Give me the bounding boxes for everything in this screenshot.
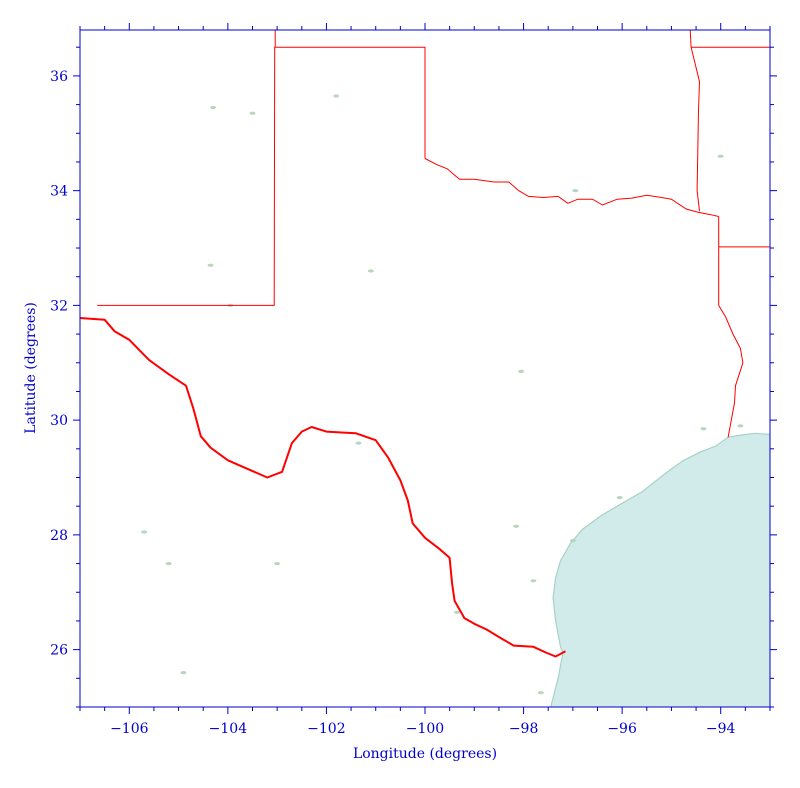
axis-ticks [73, 23, 777, 714]
x-tick-label: −94 [706, 721, 736, 737]
lake [569, 539, 576, 543]
lake [537, 691, 544, 695]
y-tick-label: 36 [50, 69, 68, 85]
lake [518, 369, 525, 373]
x-tick-label: −98 [509, 721, 539, 737]
x-tick-label: −104 [209, 721, 248, 737]
y-tick-label: 30 [50, 413, 68, 429]
x-tick-label: −102 [307, 721, 345, 737]
state-border [718, 216, 770, 248]
lake [141, 530, 148, 534]
y-tick-label: 32 [50, 298, 68, 314]
international-border [80, 317, 566, 658]
lake [572, 189, 579, 193]
lake [513, 524, 520, 528]
x-axis-title: Longitude (degrees) [353, 746, 497, 762]
lake [737, 424, 744, 428]
gulf-of-mexico [550, 433, 770, 707]
y-tick-label: 34 [50, 184, 68, 200]
lake [165, 562, 172, 566]
state-border [689, 30, 701, 212]
state-border [424, 158, 719, 217]
state-border [718, 246, 744, 438]
lake [616, 496, 623, 500]
lake [274, 562, 281, 566]
state-border [97, 46, 426, 306]
lake [454, 610, 460, 614]
y-tick-label: 28 [50, 528, 68, 544]
gulf-coastline [550, 432, 770, 707]
map-content [80, 30, 770, 707]
x-tick-label: −106 [110, 721, 149, 737]
y-tick-label: 26 [50, 643, 68, 659]
x-tick-label: −96 [607, 721, 637, 737]
lake [207, 263, 214, 267]
lake [333, 94, 340, 98]
lake [530, 579, 537, 583]
axis-tick-labels: −106 −104 −102 −100 −98 −96 −94 26 28 30 32 34 36 [50, 69, 735, 737]
lake [717, 154, 724, 158]
lake [249, 111, 256, 115]
lake [180, 671, 187, 675]
x-tick-label: −100 [406, 721, 444, 737]
lake [700, 427, 707, 431]
lake [355, 441, 362, 445]
lake [210, 105, 217, 110]
y-axis-title: Latitude (degrees) [23, 302, 39, 434]
lake [367, 269, 374, 273]
